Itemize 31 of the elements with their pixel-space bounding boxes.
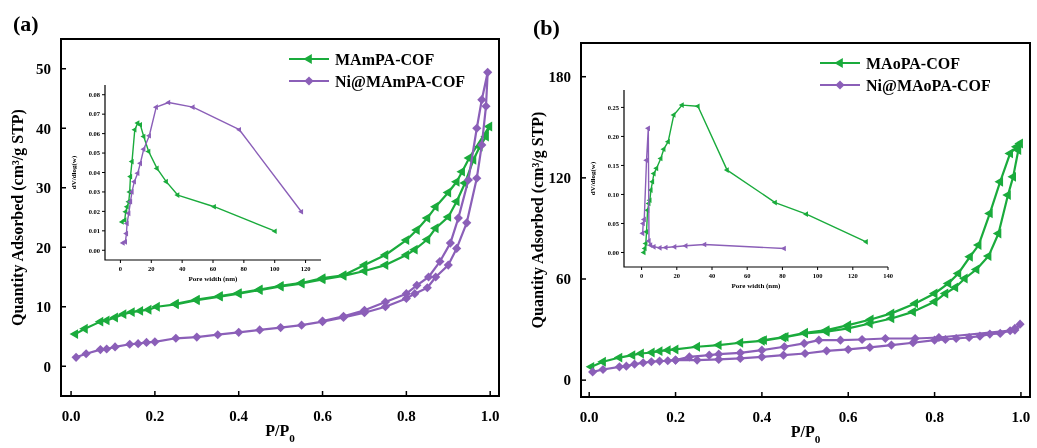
x-tick-label: 1.0 bbox=[480, 408, 500, 424]
x-tick-label: 0.2 bbox=[145, 408, 165, 424]
y-tick-label: 120 bbox=[548, 170, 571, 187]
y-tick-label: 10 bbox=[36, 299, 51, 315]
x-tick-label: 0.4 bbox=[752, 409, 772, 425]
x-tick-label: 1.0 bbox=[1011, 409, 1031, 425]
x-axis-title: P/P$_{0}$ bbox=[265, 422, 296, 444]
legend-label: Ni@MAoPA-COF bbox=[866, 76, 992, 95]
x-tick-label: 0.0 bbox=[61, 408, 81, 424]
y-tick-label: 0 bbox=[563, 372, 571, 389]
x-tick-label: 0.4 bbox=[229, 408, 249, 424]
y-tick-label: 20 bbox=[36, 239, 51, 256]
x-tick-label: 0.0 bbox=[579, 409, 599, 425]
x-tick-label: 0.8 bbox=[397, 408, 416, 424]
y-tick-label: 0 bbox=[43, 358, 51, 375]
legend-label: Ni@MAmPA-COF bbox=[335, 72, 466, 91]
y-axis-title: Quantity Adsorbed (cm³/g STP) bbox=[8, 109, 27, 326]
y-tick-label: 40 bbox=[36, 120, 51, 137]
chart-title: (b) bbox=[533, 15, 560, 40]
legend-label: MAmPA-COF bbox=[335, 50, 435, 68]
y-axis-title: Quantity Adsorbed (cm³/g STP) bbox=[528, 111, 547, 329]
x-axis-title: P/P$_{0}$ bbox=[790, 423, 821, 445]
x-tick-label: 0.2 bbox=[666, 409, 685, 425]
x-tick-label: 0.6 bbox=[838, 409, 859, 425]
x-tick-label: 0.6 bbox=[313, 408, 333, 424]
legend-label: MAoPA-COF bbox=[866, 54, 961, 72]
y-tick-label: 50 bbox=[36, 61, 51, 77]
y-tick-label: 30 bbox=[36, 180, 51, 196]
x-tick-label: 0.8 bbox=[925, 409, 944, 425]
y-tick-label: 180 bbox=[548, 68, 571, 85]
chart-title: (a) bbox=[13, 11, 39, 36]
